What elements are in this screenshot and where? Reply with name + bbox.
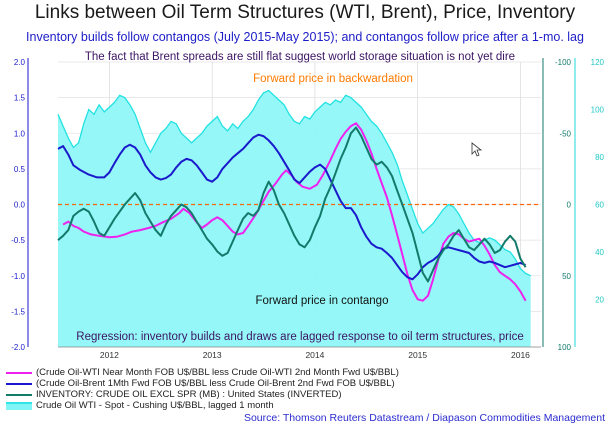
series-line-brent-spread [57,133,526,281]
line-layer [57,122,527,302]
left-tick-label: -1.5 [11,307,25,316]
right-tick-label: 100 [591,106,605,115]
mouse-cursor-icon [471,142,483,157]
series-line-wti-price [57,89,531,277]
mid-tick-label: -50 [559,129,571,138]
left-tick-label: -0.5 [11,236,25,245]
legend-item-wti-spread: (Crude Oil-WTI Near Month FOB U$/BBL les… [6,367,426,378]
legend-label-inventory: INVENTORY: CRUDE OIL EXCL SPR (MB) : Uni… [36,389,342,400]
legend-swatch-wti-price [6,401,32,410]
left-tick-label: 0.0 [14,201,26,210]
legend-swatch-brent-spread [6,382,32,385]
right-tick-label: 80 [595,153,604,162]
chart-title: Links between Oil Term Structures (WTI, … [34,2,576,23]
right-tick-label: 40 [595,248,604,257]
legend-item-inventory: INVENTORY: CRUDE OIL EXCL SPR (MB) : Uni… [6,389,426,400]
legend-label-wti-price: Crude Oil WTI - Spot - Cushing U$/BBL, l… [36,400,274,411]
annotation-regression: Regression: inventory builds and draws a… [76,331,523,343]
x-tick-label: 2015 [408,350,427,360]
legend-label-brent-spread: (Crude Oil-Brent 1Mth Fwd FOB U$/BBL les… [36,378,395,389]
mid-tick-label: 100 [558,343,572,352]
legend: (Crude Oil-WTI Near Month FOB U$/BBL les… [6,367,426,411]
left-tick-label: 1.0 [14,129,26,138]
right-tick-label: 60 [595,201,604,210]
legend-item-wti-price: Crude Oil WTI - Spot - Cushing U$/BBL, l… [6,400,426,411]
legend-swatch-inventory [6,393,32,396]
mid-tick-label: 50 [562,272,571,281]
right-tick-label: 20 [595,296,604,305]
mid-tick-label: -100 [555,58,572,67]
left-tick-label: 1.5 [14,94,26,103]
area-layer [57,89,531,347]
annotation-top: The fact that Brent spreads are still fl… [85,51,515,63]
axes [27,58,576,348]
legend-label-wti-spread: (Crude Oil-WTI Near Month FOB U$/BBL les… [36,367,399,378]
right-tick-label: 120 [591,58,605,67]
source-note: Source: Thomson Reuters Datastream / Dia… [243,412,605,424]
x-tick-label: 2012 [100,350,119,360]
x-tick-label: 2013 [203,350,222,360]
annotation-backwardation: Forward price in backwardation [253,73,413,85]
series-line-inventory [57,126,527,283]
legend-swatch-wti-spread [6,371,32,374]
tick-labels: 2012 2013 2014 2015 2016 -2.0 -1.5 -1.0 -0.5 0.0 0… [11,58,604,360]
left-tick-label: -1.0 [11,272,25,281]
annotation-contango: Forward price in contango [256,295,389,307]
left-tick-label: 2.0 [14,58,26,67]
series-area-wti-price [58,90,531,347]
x-tick-label: 2016 [511,350,530,360]
legend-item-brent-spread: (Crude Oil-Brent 1Mth Fwd FOB U$/BBL les… [6,378,426,389]
chart-subtitle: Inventory builds follow contangos (July … [26,30,584,44]
left-tick-label: 0.5 [14,165,26,174]
x-tick-label: 2014 [305,350,324,360]
left-tick-label: -2.0 [11,343,25,352]
series-line-wti-spread [62,122,527,302]
mid-tick-label: 0 [567,201,572,210]
